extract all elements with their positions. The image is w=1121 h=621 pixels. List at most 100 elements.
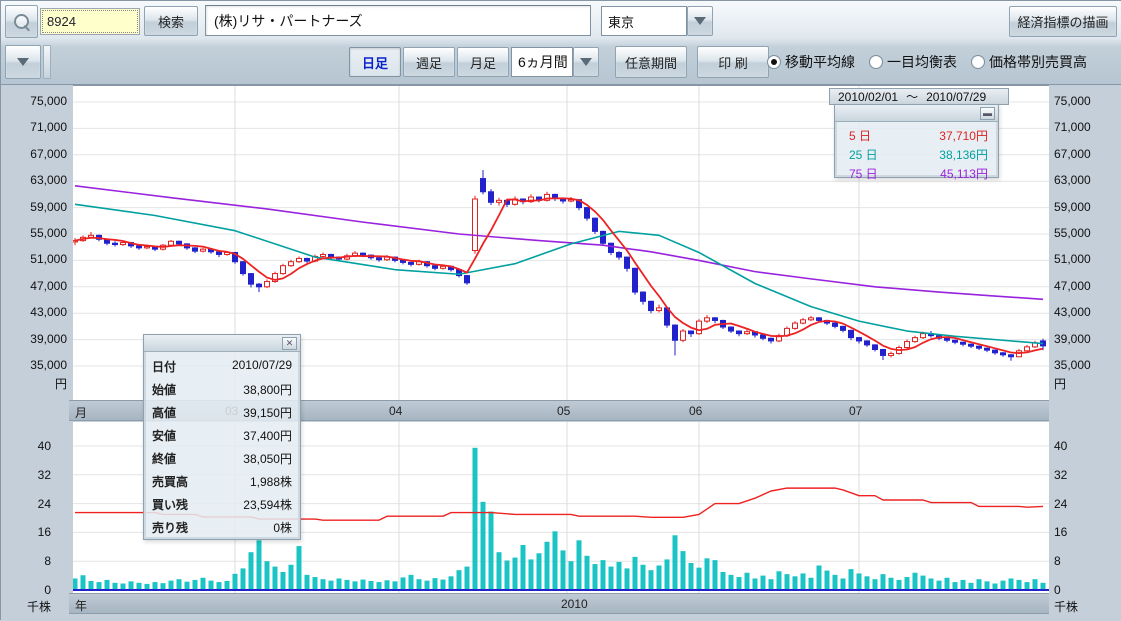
chart-region: 月 0304050607 年 2010 75,00075,00071,00071… xyxy=(1,85,1121,621)
price-axis-label-right: 59,000 xyxy=(1054,199,1091,214)
legend-label: 75 日 xyxy=(849,167,878,181)
price-axis-label-right: 75,000 xyxy=(1054,94,1091,108)
volume-axis-label-right: 0 xyxy=(1054,583,1061,597)
range-select[interactable]: 6ヵ月間 xyxy=(511,47,599,77)
legend-value: 37,710円 xyxy=(939,129,988,143)
range-value: 6ヵ月間 xyxy=(511,47,573,77)
volume-axis-label-right: 32 xyxy=(1054,467,1068,482)
volume-axis-label-right: 40 xyxy=(1054,439,1068,453)
volume-axis-unit-right: 千株 xyxy=(1054,600,1079,614)
legend-value: 38,136円 xyxy=(939,148,988,162)
price-axis-unit-right: 円 xyxy=(1054,377,1067,391)
quote-row-high: 高値 39,150円 xyxy=(152,406,292,420)
price-axis-label-right: 35,000 xyxy=(1054,358,1091,372)
range-dropdown-button[interactable] xyxy=(573,47,599,77)
quote-row-margin-buy: 買い残 23,594株 xyxy=(152,498,292,512)
minimize-icon[interactable]: ▬ xyxy=(980,107,995,120)
legend-label: 25 日 xyxy=(849,148,878,162)
radio-icon xyxy=(971,55,985,69)
chart-menu-dropdown-button[interactable] xyxy=(5,45,41,79)
price-axis-label-left: 67,000 xyxy=(30,146,67,161)
quote-row-margin-sell: 売り残 0株 xyxy=(152,521,292,535)
quote-row-low: 安値 37,400円 xyxy=(152,429,292,443)
price-axis-label-left: 71,000 xyxy=(30,120,67,135)
year-axis-strip: 年 2010 xyxy=(69,593,1049,614)
date-range-box: 2010/02/01 ～ 2010/07/29 xyxy=(829,88,1009,105)
legend-row-ma5: 5 日 37,710円 xyxy=(835,126,998,145)
company-name-input[interactable] xyxy=(205,5,591,36)
price-axis-label-right: 63,000 xyxy=(1054,173,1091,188)
tab-daily[interactable]: 日足 xyxy=(349,47,401,77)
exchange-dropdown-button[interactable] xyxy=(687,6,713,36)
radio-icon xyxy=(767,55,781,69)
radio-label: 価格帯別売買高 xyxy=(989,54,1087,70)
price-axis-label-right: 43,000 xyxy=(1054,305,1091,320)
month-label: 07 xyxy=(849,404,863,418)
quote-row-volume: 売買高 1,988株 xyxy=(152,475,292,489)
volume-axis-label-right: 8 xyxy=(1054,554,1061,569)
exchange-select[interactable]: 東京 xyxy=(601,6,713,36)
tab-monthly[interactable]: 月足 xyxy=(457,47,509,77)
radio-icon xyxy=(869,55,883,69)
price-axis-label-left: 35,000 xyxy=(30,358,67,372)
chevron-down-icon xyxy=(694,17,706,25)
month-axis-title: 月 xyxy=(75,406,88,420)
volume-axis-label-left: 32 xyxy=(37,467,51,482)
toolbar-divider xyxy=(43,45,51,79)
exchange-value: 東京 xyxy=(601,6,687,36)
price-axis-label-right: 51,000 xyxy=(1054,252,1091,267)
month-axis-strip: 月 0304050607 xyxy=(69,400,1049,421)
toolbar-row-2: 日足 週足 月足 6ヵ月間 任意期間 印 刷 移動平均線 一目均衡表 価格帯別売… xyxy=(1,41,1121,83)
radio-ichimoku[interactable]: 一目均衡表 xyxy=(869,52,957,72)
legend-label: 5 日 xyxy=(849,129,872,143)
tab-weekly[interactable]: 週足 xyxy=(403,47,455,77)
radio-moving-average[interactable]: 移動平均線 xyxy=(767,52,855,72)
custom-period-button[interactable]: 任意期間 xyxy=(615,46,687,78)
volume-axis-label-left: 24 xyxy=(37,496,51,511)
volume-axis-label-right: 24 xyxy=(1054,496,1068,511)
price-axis-unit-left: 円 xyxy=(54,377,67,391)
search-submit-button[interactable]: 検索 xyxy=(144,6,198,36)
quote-row-close: 終値 38,050円 xyxy=(152,452,292,466)
volume-axis-label-left: 40 xyxy=(37,439,51,453)
volume-axis-label-right: 16 xyxy=(1054,525,1068,540)
price-axis-label-left: 47,000 xyxy=(30,278,67,293)
legend-titlebar[interactable]: ▬ xyxy=(835,105,998,122)
date-range-separator: ～ xyxy=(906,90,919,104)
radio-volume-by-price[interactable]: 価格帯別売買高 xyxy=(971,52,1087,72)
price-axis-label-right: 67,000 xyxy=(1054,146,1091,161)
radio-label: 移動平均線 xyxy=(785,54,855,70)
overlay-radio-group: 移動平均線 一目均衡表 価格帯別売買高 xyxy=(767,47,1087,77)
price-axis-label-left: 59,000 xyxy=(30,199,67,214)
price-axis-label-left: 63,000 xyxy=(30,173,67,188)
price-axis-label-right: 47,000 xyxy=(1054,278,1091,293)
toolbar: 検索 東京 経済指標の描画 日足 週足 月足 6ヵ月間 任意期間 印 刷 移動平… xyxy=(1,1,1121,85)
close-icon[interactable]: ✕ xyxy=(282,337,297,350)
volume-axis-unit-left: 千株 xyxy=(26,600,51,614)
price-axis-label-left: 55,000 xyxy=(30,226,67,240)
price-axis-label-left: 51,000 xyxy=(30,252,67,267)
price-axis-label-right: 71,000 xyxy=(1054,120,1091,135)
stock-code-input[interactable] xyxy=(40,8,140,35)
quote-detail-window[interactable]: ✕ 日付 2010/07/29 始値 38,800円 高値 39,150円 安値 37,… xyxy=(143,334,301,540)
search-button[interactable] xyxy=(5,5,38,38)
chevron-down-icon xyxy=(17,58,29,66)
economic-indicator-button[interactable]: 経済指標の描画 xyxy=(1009,6,1117,37)
month-label: 06 xyxy=(689,404,703,418)
price-axis-label-right: 55,000 xyxy=(1054,226,1091,240)
ma-legend-window[interactable]: ▬ 5 日 37,710円 25 日 38,136円 75 日 45,113円 xyxy=(834,104,999,181)
legend-row-ma25: 25 日 38,136円 xyxy=(835,145,998,164)
print-button[interactable]: 印 刷 xyxy=(697,46,769,78)
chevron-down-icon xyxy=(580,58,592,66)
quote-row-date: 日付 2010/07/29 xyxy=(152,358,292,374)
quote-titlebar[interactable]: ✕ xyxy=(144,335,300,352)
volume-axis-label-left: 8 xyxy=(44,554,51,569)
price-axis-label-left: 43,000 xyxy=(30,305,67,320)
legend-row-ma75: 75 日 45,113円 xyxy=(835,164,998,183)
toolbar-row-1: 検索 東京 経済指標の描画 xyxy=(1,1,1121,41)
year-axis-title: 年 xyxy=(75,599,88,613)
price-axis-label-left: 39,000 xyxy=(30,331,67,346)
price-axis-label-left: 75,000 xyxy=(30,94,67,108)
year-label: 2010 xyxy=(561,597,588,611)
quote-row-open: 始値 38,800円 xyxy=(152,383,292,397)
